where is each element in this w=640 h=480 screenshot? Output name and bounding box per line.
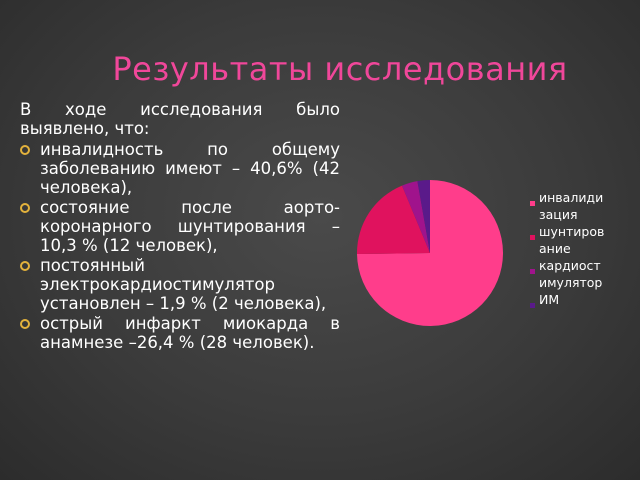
legend-swatch (530, 269, 535, 274)
bullet-item: острый инфаркт миокарда в анамнезе –26,4… (20, 314, 340, 352)
legend-label: ИМ (539, 292, 559, 307)
bullet-text: острый инфаркт миокарда в анамнезе –26,4… (40, 314, 340, 352)
intro-text: В ходе исследования было выявлено, что: (20, 100, 340, 138)
pie-chart: инвалиди зация шунтиров ание кардиост имулято… (352, 168, 632, 348)
circle-bullet-icon (20, 145, 30, 155)
legend-swatch (530, 303, 535, 308)
circle-bullet-icon (20, 319, 30, 329)
bullet-list: инвалидность по общему заболеванию имеют… (20, 140, 340, 352)
legend-swatch (530, 201, 535, 206)
bullet-text: состояние после аорто-коронарного шунтир… (40, 198, 340, 255)
legend-label: зация (539, 207, 577, 222)
legend-swatch (530, 235, 535, 240)
circle-bullet-icon (20, 203, 30, 213)
bullet-item: инвалидность по общему заболеванию имеют… (20, 140, 340, 197)
bullet-item: постоянный электрокардиостимулятор устан… (20, 256, 340, 313)
legend-label: шунтиров (539, 224, 604, 239)
pie-chart-svg: инвалиди зация шунтиров ание кардиост имулято… (357, 180, 604, 326)
circle-bullet-icon (20, 261, 30, 271)
pie-slice-3 (402, 181, 430, 253)
bullet-text: инвалидность по общему заболеванию имеют… (40, 140, 340, 197)
pie-slice-4 (417, 180, 430, 253)
pie-slice-1 (357, 180, 503, 326)
legend-label: имулятор (539, 275, 602, 290)
slide-title: Результаты исследования (112, 50, 568, 88)
legend-label: инвалиди (539, 190, 603, 205)
bullet-text: постоянный электрокардиостимулятор устан… (40, 256, 327, 313)
legend-label: ание (539, 241, 571, 256)
legend-label: кардиост (539, 258, 601, 273)
slide-body: В ходе исследования было выявлено, что: … (20, 100, 340, 353)
bullet-item: состояние после аорто-коронарного шунтир… (20, 198, 340, 255)
pie-slice-2 (357, 185, 430, 255)
